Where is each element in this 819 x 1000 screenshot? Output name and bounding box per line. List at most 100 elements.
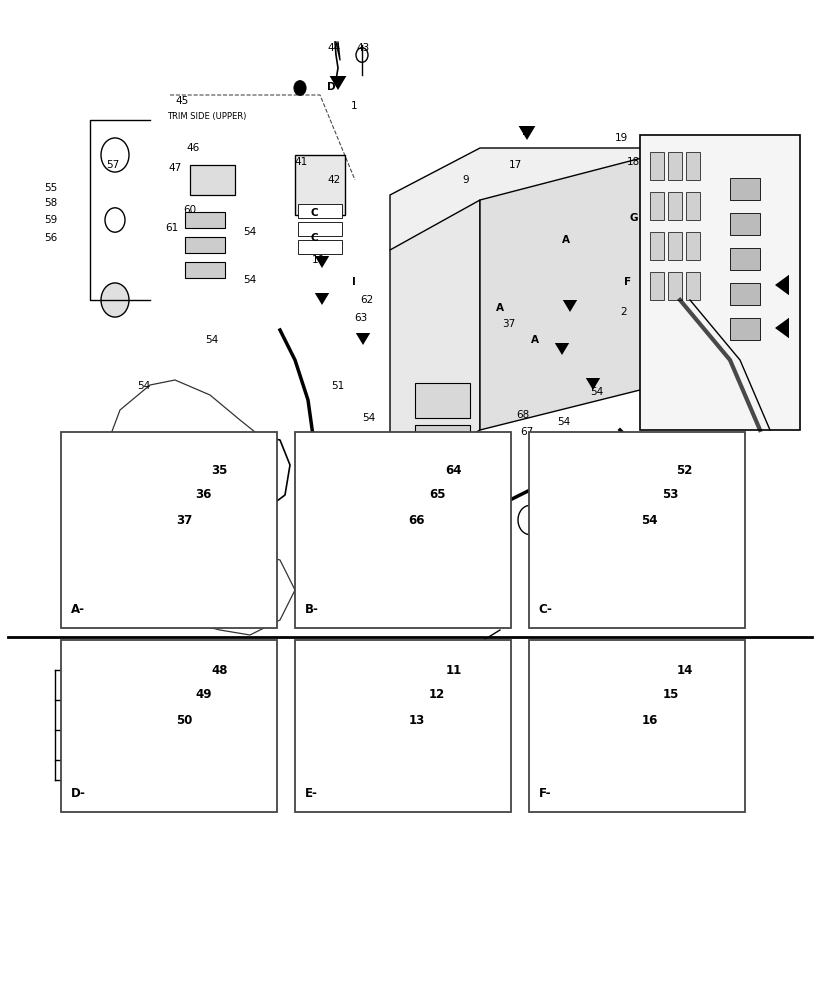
Bar <box>649 192 663 220</box>
FancyBboxPatch shape <box>131 461 151 481</box>
Bar <box>667 232 681 260</box>
Text: 19: 19 <box>614 133 627 143</box>
Bar <box>295 640 510 812</box>
Text: F: F <box>623 277 630 287</box>
Text: I: I <box>352 277 355 287</box>
Text: A-: A- <box>71 603 85 616</box>
Bar <box>414 383 469 418</box>
Bar <box>729 178 759 200</box>
Text: 54: 54 <box>590 387 603 397</box>
Text: C: C <box>310 208 318 218</box>
Polygon shape <box>314 293 328 305</box>
Text: 71: 71 <box>352 457 365 467</box>
Text: 70: 70 <box>334 505 347 515</box>
Text: 11: 11 <box>445 664 461 676</box>
Bar <box>185 262 224 278</box>
Bar <box>528 432 744 628</box>
Polygon shape <box>774 318 788 338</box>
Bar <box>295 432 510 628</box>
Text: 66: 66 <box>408 514 424 526</box>
Polygon shape <box>554 343 568 355</box>
Text: 17: 17 <box>508 160 521 170</box>
Text: 62: 62 <box>360 295 373 305</box>
FancyBboxPatch shape <box>363 661 382 681</box>
Bar <box>185 237 224 253</box>
Text: 37: 37 <box>501 319 514 329</box>
Text: 52: 52 <box>676 464 692 477</box>
Text: 67: 67 <box>519 427 532 437</box>
Polygon shape <box>390 148 679 250</box>
Circle shape <box>458 503 465 513</box>
Bar <box>686 272 699 300</box>
Text: 35: 35 <box>211 464 228 477</box>
Bar <box>729 248 759 270</box>
Polygon shape <box>479 148 679 430</box>
Text: 64: 64 <box>445 464 461 477</box>
Text: 9: 9 <box>462 175 468 185</box>
Text: A: A <box>530 335 538 345</box>
Text: A: A <box>561 235 569 245</box>
Text: 69: 69 <box>369 539 382 549</box>
Text: C-: C- <box>538 603 552 616</box>
Circle shape <box>446 503 454 513</box>
Bar <box>185 212 224 228</box>
Text: 63: 63 <box>354 313 367 323</box>
Bar <box>528 640 744 812</box>
Circle shape <box>446 515 454 525</box>
Text: 57: 57 <box>106 160 120 170</box>
Text: 65: 65 <box>428 488 445 500</box>
Polygon shape <box>585 378 600 390</box>
FancyBboxPatch shape <box>363 461 382 481</box>
Text: 54: 54 <box>325 450 338 460</box>
Text: 18: 18 <box>627 157 640 167</box>
Bar <box>729 283 759 305</box>
Text: 58: 58 <box>44 198 57 208</box>
Text: F-: F- <box>538 787 550 800</box>
Text: 59: 59 <box>44 215 57 225</box>
Text: 54: 54 <box>243 275 256 285</box>
Text: A: A <box>495 303 504 313</box>
FancyBboxPatch shape <box>594 461 613 481</box>
Text: 54: 54 <box>137 381 150 391</box>
Text: 54: 54 <box>557 417 570 427</box>
Text: 54: 54 <box>205 335 218 345</box>
Text: 60: 60 <box>183 205 197 215</box>
Text: 55: 55 <box>44 183 57 193</box>
Bar <box>295 155 345 215</box>
Text: B: B <box>533 455 541 465</box>
Text: 1: 1 <box>351 101 357 111</box>
Bar <box>667 272 681 300</box>
Bar <box>686 152 699 180</box>
Text: 46: 46 <box>186 143 199 153</box>
Text: 54: 54 <box>640 514 657 526</box>
Text: 2: 2 <box>619 307 626 317</box>
Text: 12: 12 <box>428 688 445 700</box>
Text: 15: 15 <box>662 688 678 700</box>
Text: 42: 42 <box>328 175 341 185</box>
Text: 51: 51 <box>331 381 344 391</box>
Polygon shape <box>774 275 788 295</box>
Text: 61: 61 <box>165 223 179 233</box>
Polygon shape <box>355 333 369 345</box>
Text: FRONT: FRONT <box>566 517 600 527</box>
Text: 53: 53 <box>662 488 678 500</box>
Text: 68: 68 <box>516 410 529 420</box>
Text: G: G <box>629 213 637 223</box>
Text: E-: E- <box>305 787 318 800</box>
Bar <box>667 152 681 180</box>
Text: 43: 43 <box>356 43 369 53</box>
Text: 36: 36 <box>195 488 211 500</box>
Text: 13: 13 <box>408 714 424 726</box>
Polygon shape <box>518 126 535 140</box>
Text: 70: 70 <box>364 477 377 487</box>
Text: D-: D- <box>71 787 86 800</box>
Bar <box>414 425 469 455</box>
Bar <box>649 152 663 180</box>
Text: 16: 16 <box>640 714 657 726</box>
Text: B-: B- <box>305 603 319 616</box>
Bar <box>297 240 342 254</box>
Bar <box>190 165 235 195</box>
Bar <box>297 222 342 236</box>
Text: 45: 45 <box>175 96 188 106</box>
Circle shape <box>458 515 465 525</box>
